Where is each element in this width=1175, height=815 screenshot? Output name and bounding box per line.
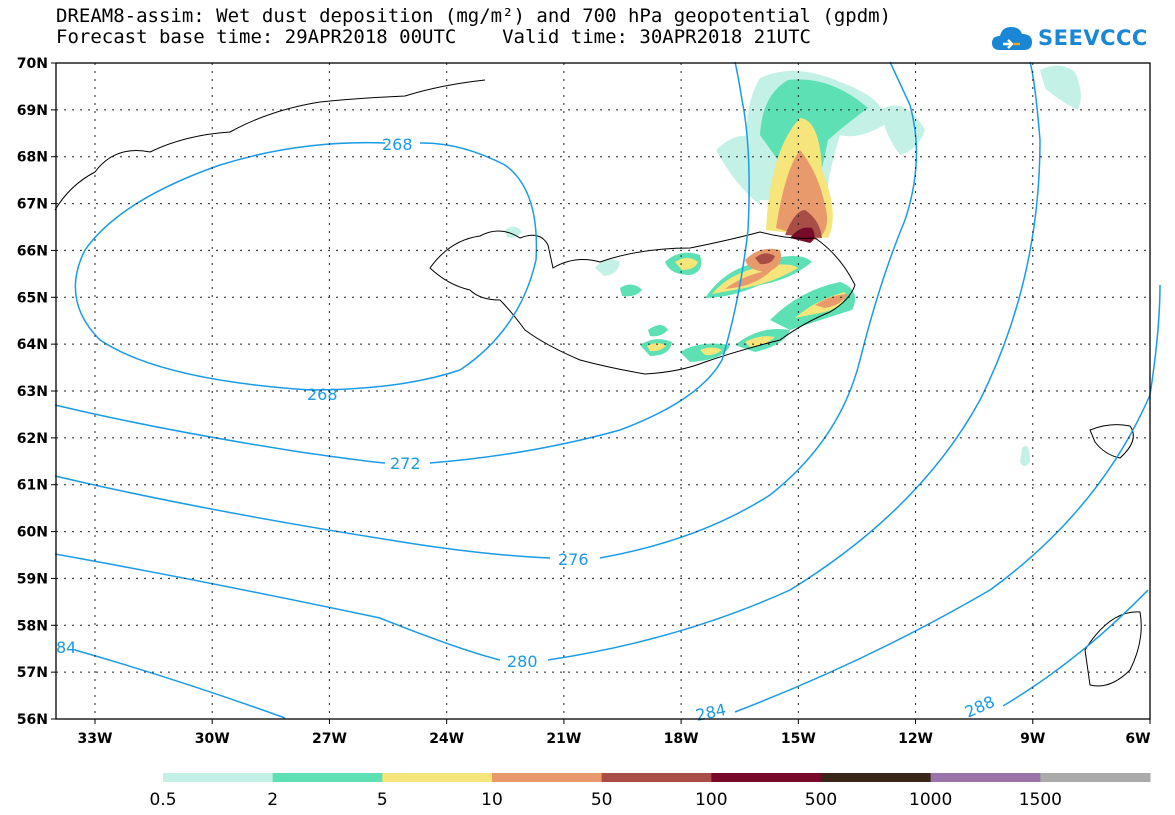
- lat-label: 57N: [17, 665, 48, 681]
- colorbar-label: 0.5: [149, 790, 176, 810]
- seevccc-logo: SEEVCCC: [990, 18, 1148, 58]
- iceland-coast: [429, 230, 856, 375]
- lat-label: 65N: [17, 290, 48, 306]
- colorbar-swatch: [163, 773, 274, 782]
- contour-284-left: [74, 649, 286, 719]
- colorbar-label: 1000: [909, 790, 952, 810]
- lon-label: 27W: [312, 731, 347, 747]
- lon-label: 30W: [195, 731, 230, 747]
- contour-276-right: [599, 61, 918, 559]
- colorbar-swatch: [382, 773, 493, 782]
- lat-label: 60N: [17, 525, 48, 541]
- colorbar-label: 50: [591, 790, 613, 810]
- lon-label: 24W: [429, 731, 464, 747]
- graticule: [56, 63, 1150, 719]
- lon-label: 21W: [546, 731, 581, 747]
- colorbar-label: 10: [481, 790, 503, 810]
- contour-label: 284: [694, 700, 728, 725]
- contour-label: 272: [390, 454, 421, 473]
- colorbar-label: 1500: [1019, 790, 1062, 810]
- lat-label: 70N: [17, 56, 48, 72]
- colorbar-label: 100: [695, 790, 727, 810]
- faroe-islands-coast: [1089, 424, 1134, 459]
- lon-label: 15W: [781, 731, 816, 747]
- lon-label: 6W: [1125, 731, 1150, 747]
- lat-label: 62N: [17, 431, 48, 447]
- colorbar-label: 500: [805, 790, 837, 810]
- contour-label: 84: [56, 638, 76, 657]
- contour-288: [1002, 589, 1149, 707]
- lat-label: 67N: [17, 197, 48, 213]
- lon-label: 12W: [898, 731, 933, 747]
- contour-280-left: [54, 553, 501, 661]
- colorbar-swatch: [601, 773, 712, 782]
- lon-label: 18W: [664, 731, 699, 747]
- geopotential-contours: [54, 61, 1161, 719]
- colorbar-swatch: [711, 773, 822, 782]
- lon-label: 9W: [1020, 731, 1045, 747]
- contour-label: 276: [558, 550, 589, 569]
- lat-label: 68N: [17, 150, 48, 166]
- lat-label: 56N: [17, 712, 48, 728]
- contour-label: 280: [507, 652, 538, 671]
- contour-276-left: [54, 475, 551, 559]
- dust-deposition-layer: [505, 65, 1081, 466]
- lat-label: 63N: [17, 384, 48, 400]
- colorbar: 0.5 2 5 10 50 100 500 1000 1500: [149, 773, 1151, 810]
- contour-272-left: [54, 404, 386, 464]
- colorbar-swatch: [492, 773, 603, 782]
- lat-label: 64N: [17, 337, 48, 353]
- lat-label: 66N: [17, 243, 48, 259]
- coastline-layer: [54, 79, 1142, 687]
- contour-268: [74, 141, 538, 391]
- colorbar-label: 2: [267, 790, 278, 810]
- contour-272-right: [429, 61, 750, 464]
- colorbar-swatch: [821, 773, 932, 782]
- contour-label: 288: [962, 692, 998, 722]
- axis-labels: 70N 69N 68N 67N 66N 65N 64N 63N 62N 61N 60N 59N 58N 5…: [17, 56, 1151, 747]
- scotland-coast: [1084, 611, 1142, 687]
- colorbar-swatch: [1040, 773, 1151, 782]
- contour-284-right: [734, 284, 1161, 713]
- map-title: DREAM8-assim: Wet dust deposition (mg/m²…: [56, 5, 892, 27]
- contour-labels: 268 268 272 276 280 284 288 84: [56, 135, 998, 725]
- lat-label: 59N: [17, 571, 48, 587]
- contour-label: 268: [382, 135, 413, 154]
- logo-text: SEEVCCC: [1038, 26, 1148, 50]
- contour-label: 268: [307, 385, 338, 404]
- map-subtitle: Forecast base time: 29APR2018 00UTC Vali…: [56, 26, 811, 48]
- colorbar-swatch: [272, 773, 383, 782]
- lat-label: 61N: [17, 478, 48, 494]
- cloud-icon: [992, 27, 1032, 50]
- lat-label: 69N: [17, 103, 48, 119]
- colorbar-swatch: [930, 773, 1041, 782]
- lat-label: 58N: [17, 618, 48, 634]
- greenland-coast: [54, 79, 486, 211]
- lon-label: 33W: [78, 731, 113, 747]
- contour-280-right: [547, 61, 1041, 661]
- colorbar-label: 5: [377, 790, 388, 810]
